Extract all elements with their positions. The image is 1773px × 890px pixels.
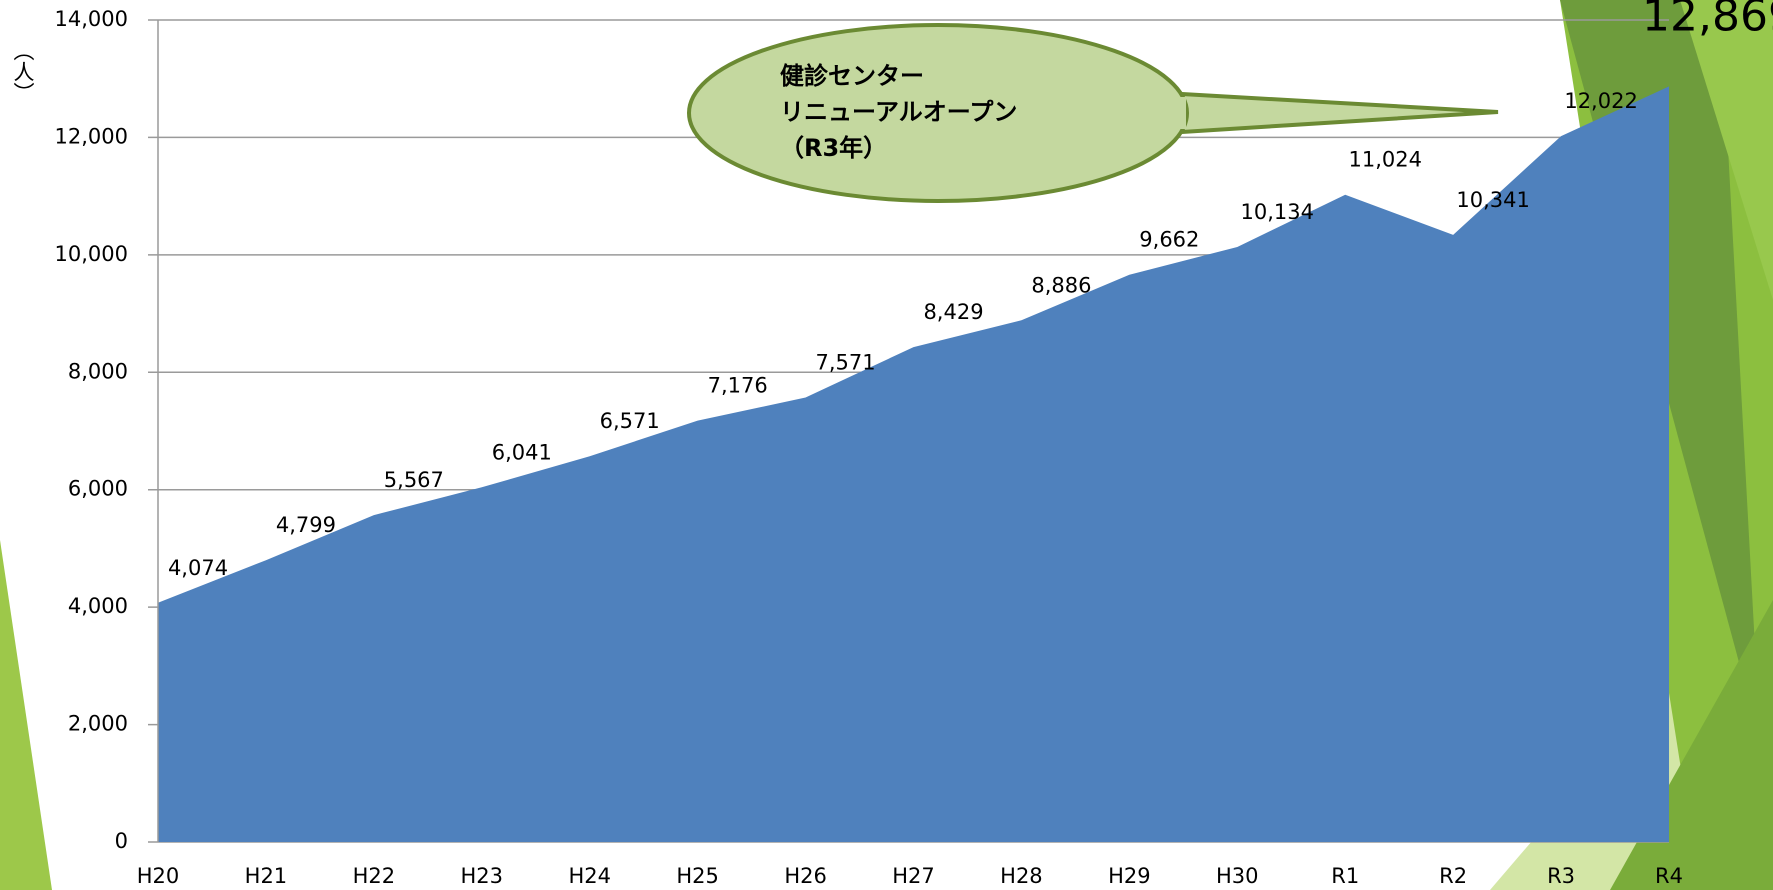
y-tick-label: 0: [115, 829, 128, 853]
value-label: 11,024: [1348, 148, 1421, 172]
value-label: 6,041: [492, 440, 552, 464]
annotation-text: 健診センター: [780, 62, 924, 90]
x-tick-label: H25: [676, 864, 719, 888]
x-tick-label: H29: [1108, 864, 1151, 888]
value-label: 4,074: [168, 556, 228, 580]
value-label: 8,886: [1031, 273, 1091, 297]
value-label: 12,869: [1642, 0, 1773, 41]
value-label: 10,341: [1456, 188, 1529, 212]
y-tick-label: 10,000: [55, 242, 128, 266]
value-label: 8,429: [923, 300, 983, 324]
x-tick-label: H28: [1000, 864, 1043, 888]
annotation-text: リニューアルオープン: [780, 98, 1017, 126]
y-tick-label: 2,000: [68, 712, 128, 736]
callout: [687, 23, 1189, 203]
y-tick-label: 6,000: [68, 477, 128, 501]
value-label: 6,571: [600, 409, 660, 433]
value-label: 7,571: [816, 350, 876, 374]
x-tick-label: H21: [245, 864, 288, 888]
x-tick-label: H23: [461, 864, 504, 888]
value-label: 10,134: [1241, 200, 1314, 224]
y-tick-label: 14,000: [55, 7, 128, 31]
x-tick-label: R3: [1547, 864, 1575, 888]
x-tick-label: H27: [892, 864, 935, 888]
y-tick-label: 8,000: [68, 359, 128, 383]
y-axis-label: （人）: [11, 40, 35, 103]
x-tick-label: H20: [137, 864, 180, 888]
value-label: 12,022: [1564, 89, 1637, 113]
callout-pointer: [1180, 91, 1499, 135]
callout-join: [1170, 97, 1186, 129]
annotation-text: （R3年）: [780, 134, 887, 162]
x-tick-label: R4: [1655, 864, 1683, 888]
area: [158, 86, 1669, 842]
x-tick-label: R2: [1439, 864, 1467, 888]
x-tick-label: R1: [1331, 864, 1359, 888]
value-label: 5,567: [384, 468, 444, 492]
x-tick-label: H24: [568, 864, 611, 888]
y-tick-label: 4,000: [68, 594, 128, 618]
x-tick-label: H30: [1216, 864, 1259, 888]
value-label: 4,799: [276, 513, 336, 537]
x-tick-label: H26: [784, 864, 827, 888]
y-tick-label: 12,000: [55, 124, 128, 148]
x-tick-label: H22: [353, 864, 396, 888]
value-label: 9,662: [1139, 228, 1199, 252]
value-label: 7,176: [708, 374, 768, 398]
